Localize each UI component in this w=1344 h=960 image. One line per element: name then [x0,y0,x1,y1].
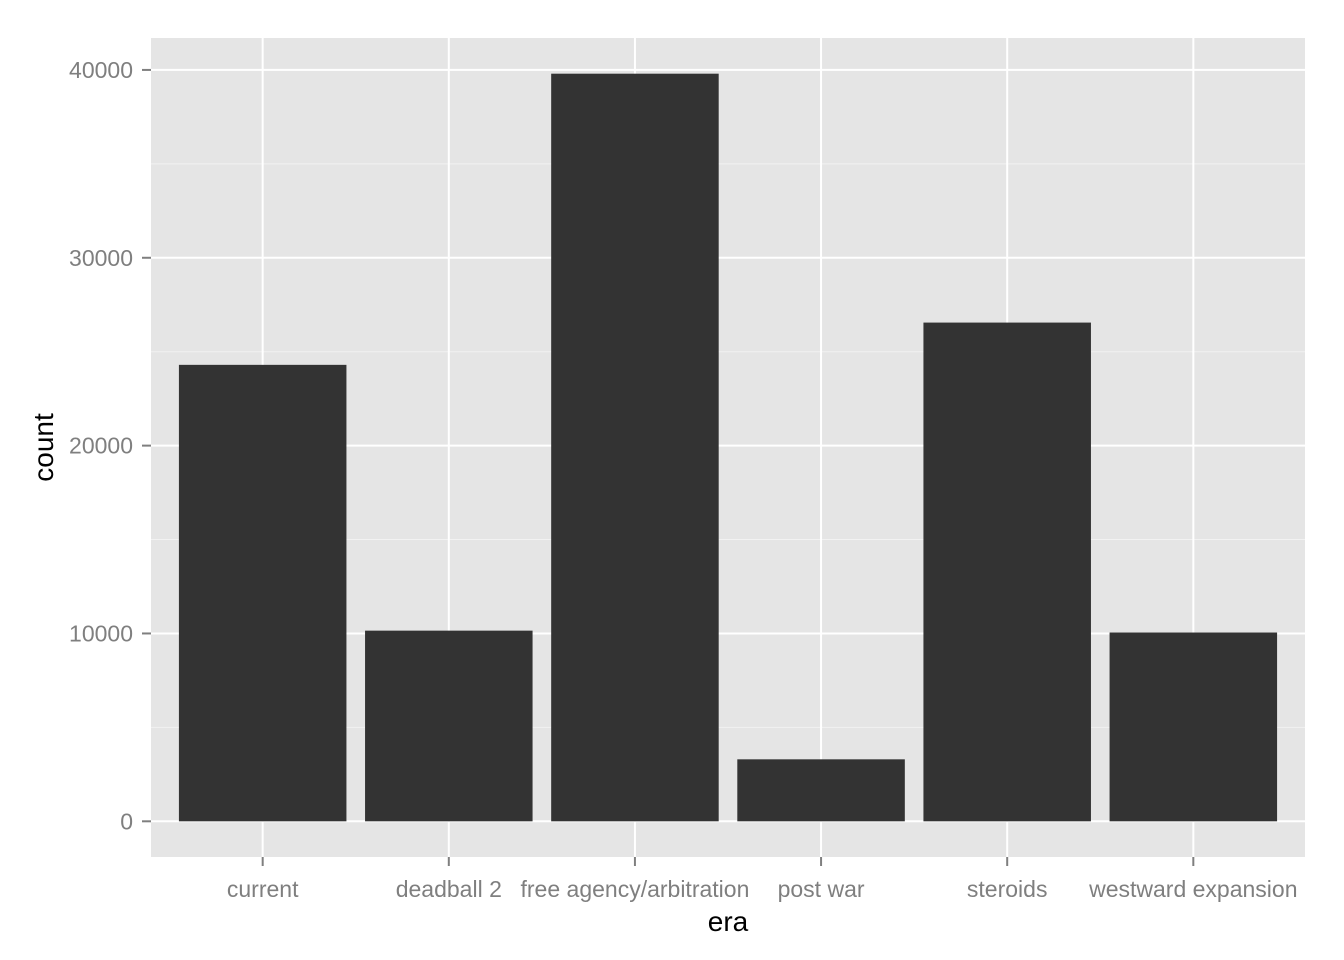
x-tick-label: steroids [967,876,1048,902]
x-tick-label: westward expansion [1088,876,1297,902]
y-tick-label: 10000 [69,620,133,646]
x-axis-title: era [708,906,749,937]
x-tick-label: current [227,876,299,902]
x-tick-label: post war [778,876,865,902]
y-axis-title: count [28,413,59,482]
y-tick-label: 0 [120,808,133,834]
x-axis-ticks: current deadball 2 free agency/arbitration… [227,857,1298,902]
y-axis-ticks: 0 10000 20000 30000 40000 [69,57,151,834]
bar-deadball-2 [365,630,533,822]
bar-westward-expansion [1109,632,1278,822]
y-tick-label: 40000 [69,57,133,83]
y-tick-label: 30000 [69,245,133,271]
bars [178,73,1278,822]
bar-steroids [923,322,1091,822]
bar-current [178,364,347,822]
x-tick-label: free agency/arbitration [521,876,750,902]
bar-free-agency-arbitration [551,73,719,822]
x-tick-label: deadball 2 [396,876,502,902]
y-tick-label: 20000 [69,433,133,459]
bar-post-war [737,759,905,822]
